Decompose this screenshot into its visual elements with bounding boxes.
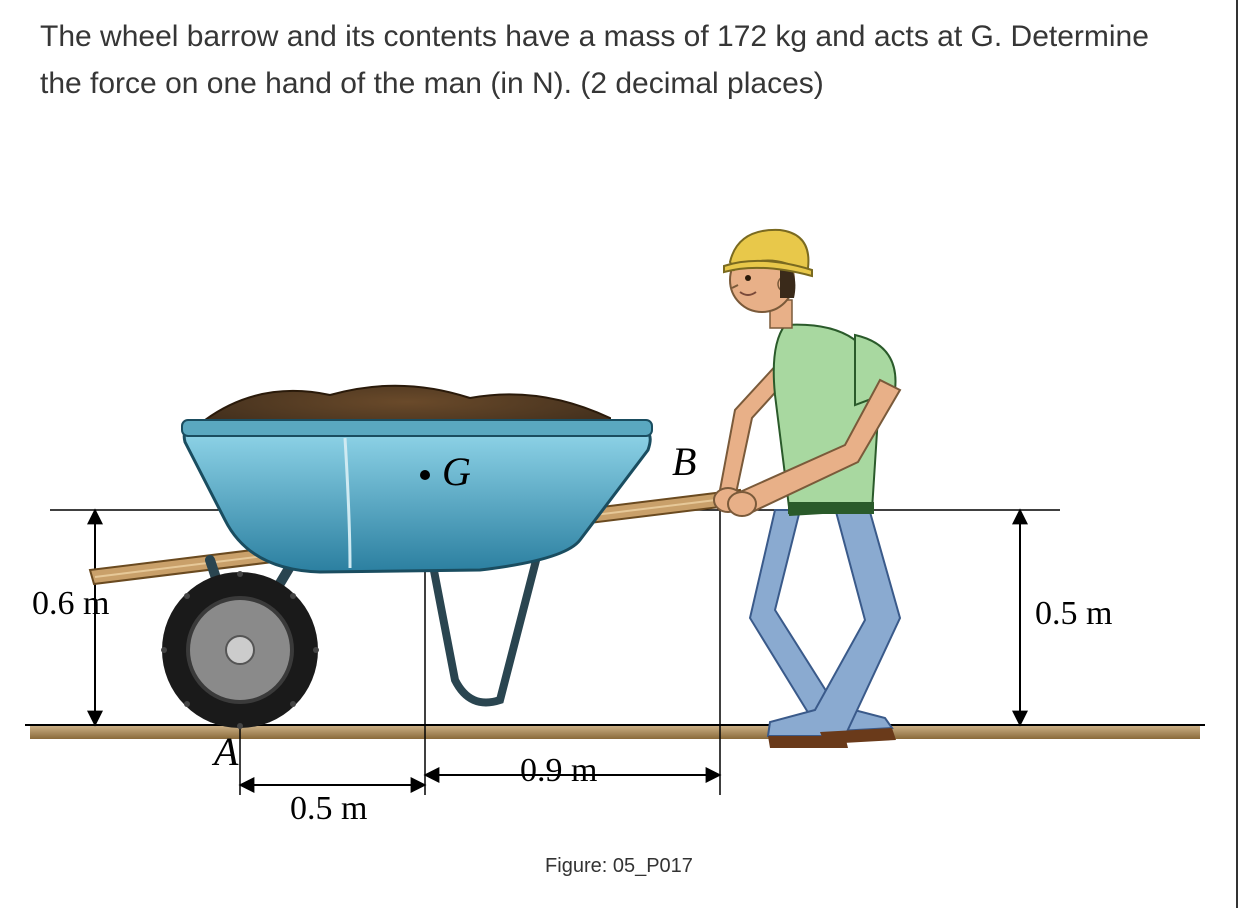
point-b-label: B — [672, 438, 696, 485]
ground-strip — [30, 725, 1200, 739]
dim-left-label: 0.6 m — [32, 585, 109, 623]
problem-statement: The wheel barrow and its contents have a… — [40, 14, 1196, 107]
man — [714, 230, 900, 748]
figure: 0.6 m 0.5 m 0.5 m 0.9 m A G B — [0, 180, 1238, 830]
figure-svg — [0, 180, 1238, 830]
figure-caption: Figure: 05_P017 — [0, 855, 1238, 878]
point-g-label: G — [442, 448, 471, 495]
dim-right-label: 0.5 m — [1035, 595, 1112, 633]
wheelbarrow-wheel — [161, 571, 319, 729]
wheelbarrow-tray — [182, 386, 652, 572]
dim-ag-label: 0.5 m — [290, 790, 367, 828]
point-a-label: A — [214, 728, 238, 775]
dim-gb-label: 0.9 m — [520, 752, 597, 790]
point-g-marker — [420, 470, 430, 480]
